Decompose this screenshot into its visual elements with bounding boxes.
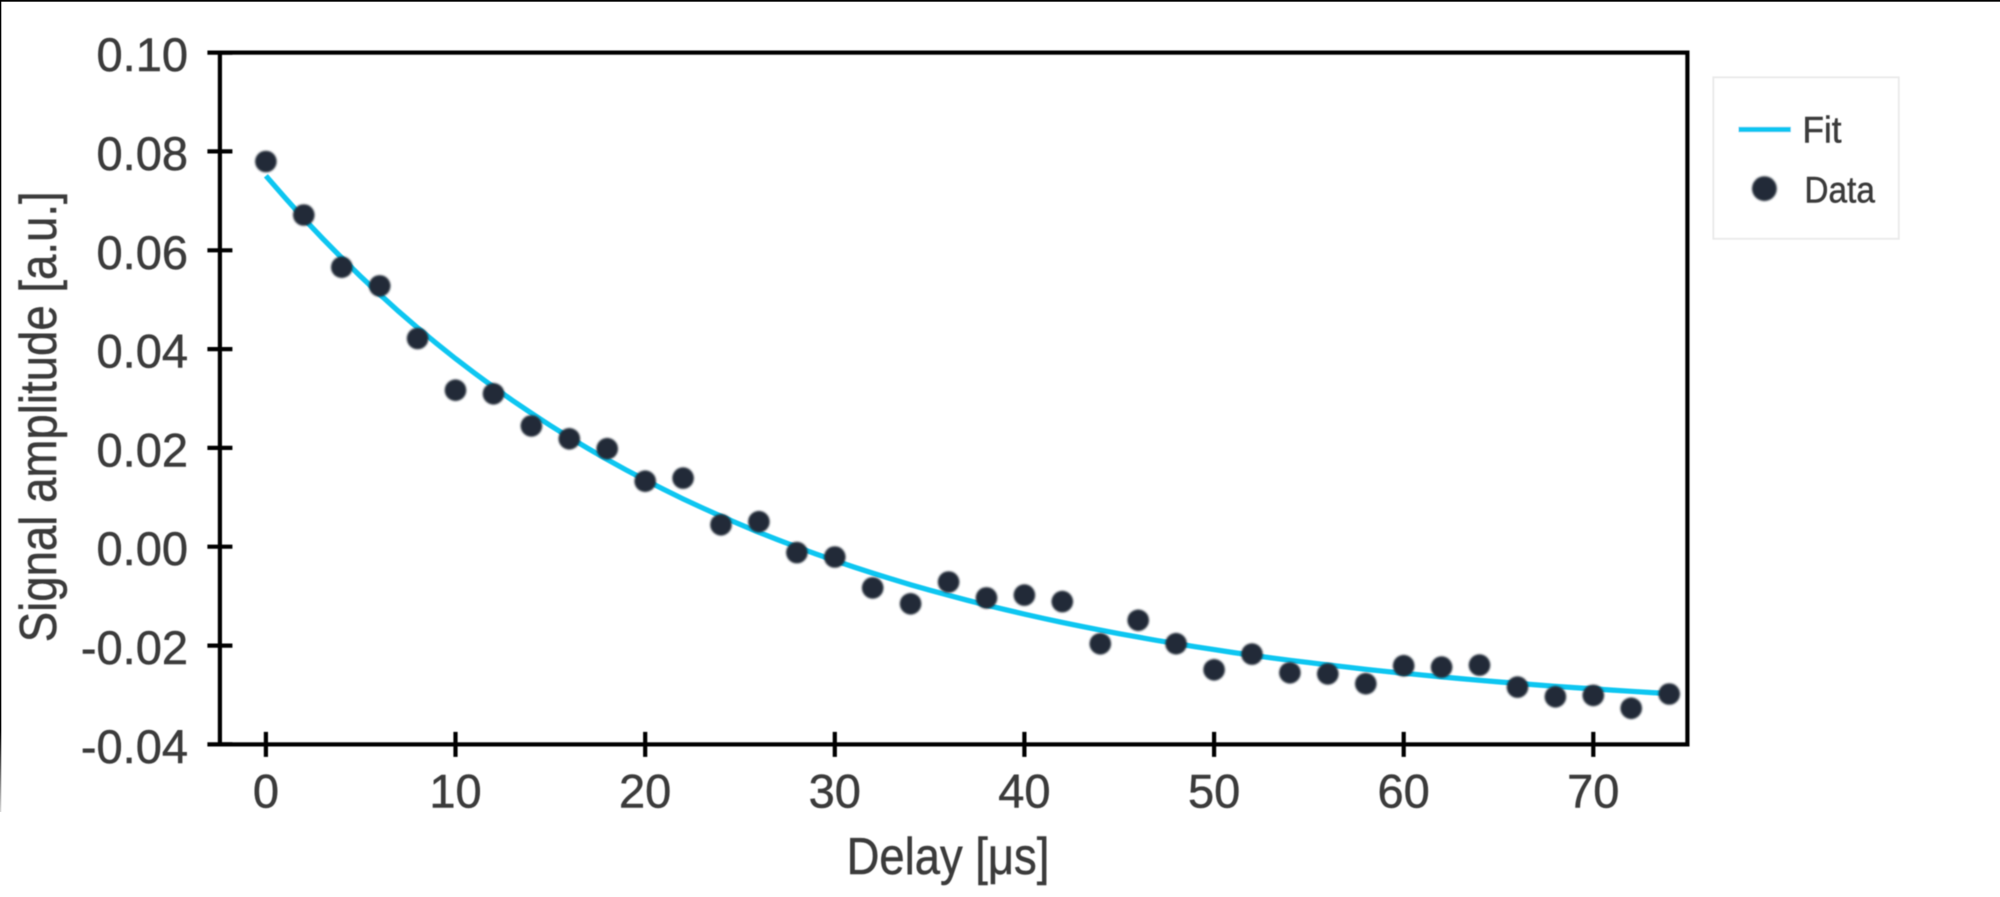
svg-text:0.04: 0.04 — [97, 325, 188, 378]
svg-text:60: 60 — [1378, 765, 1430, 818]
svg-text:-0.02: -0.02 — [81, 621, 188, 674]
svg-text:Data: Data — [1804, 169, 1875, 211]
svg-text:Fit: Fit — [1803, 108, 1843, 150]
svg-text:0: 0 — [253, 765, 279, 818]
svg-text:-0.04: -0.04 — [81, 720, 188, 773]
svg-text:70: 70 — [1567, 765, 1619, 818]
svg-text:10: 10 — [429, 765, 481, 818]
svg-text:50: 50 — [1188, 765, 1240, 818]
svg-text:20: 20 — [619, 765, 671, 818]
svg-text:0.10: 0.10 — [97, 28, 188, 81]
svg-text:0.06: 0.06 — [97, 226, 188, 279]
svg-text:0.00: 0.00 — [97, 522, 188, 575]
svg-text:30: 30 — [809, 765, 861, 818]
svg-text:0.02: 0.02 — [97, 423, 188, 476]
svg-text:0.08: 0.08 — [97, 127, 188, 180]
svg-text:Delay [μs]: Delay [μs] — [847, 827, 1050, 885]
svg-text:Signal amplitude [a.u.]: Signal amplitude [a.u.] — [9, 191, 67, 642]
svg-text:40: 40 — [998, 765, 1050, 818]
